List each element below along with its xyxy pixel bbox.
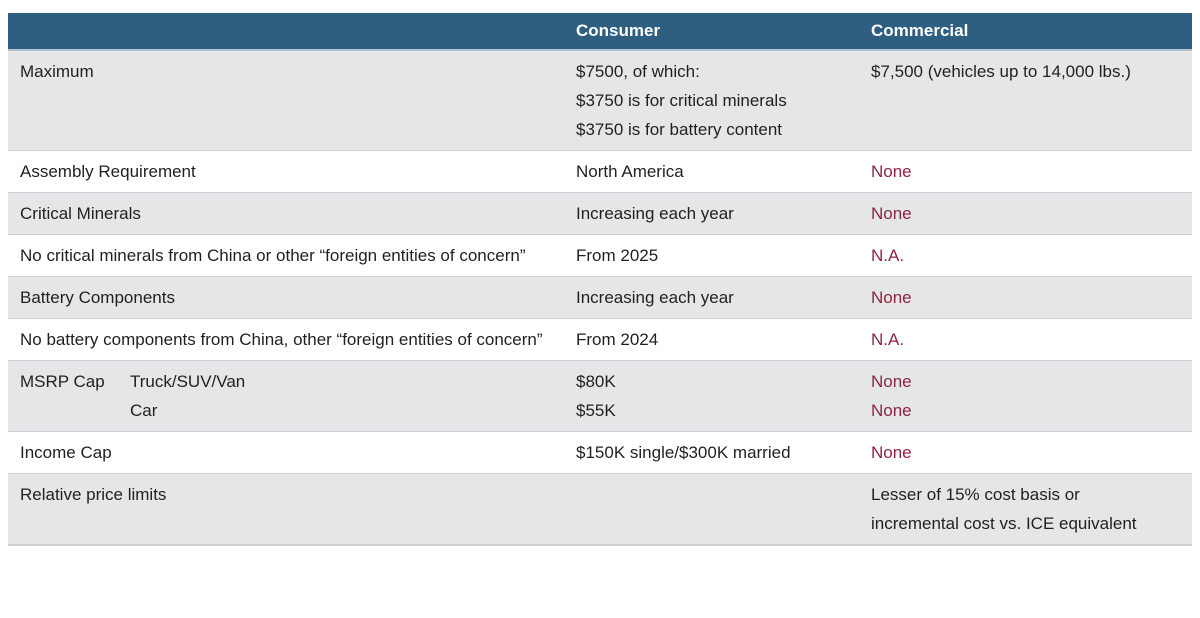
consumer-line: $80K [576,372,616,391]
consumer-line: $150K single/$300K married [576,443,791,462]
criteria-cell: MSRP Cap Truck/SUV/Van Car [8,361,564,431]
table-row: Assembly Requirement North America None [8,150,1192,192]
row-label: Battery Components [20,288,175,307]
row-label: Assembly Requirement [20,162,196,181]
table-row: No critical minerals from China or other… [8,234,1192,276]
commercial-line: None [871,288,912,307]
commercial-cell: N.A. [859,319,1192,360]
table-row: Battery Components Increasing each year … [8,276,1192,318]
consumer-line: Increasing each year [576,288,734,307]
row-label: Income Cap [20,443,112,462]
consumer-cell: Increasing each year [564,193,859,234]
commercial-line: N.A. [871,330,905,349]
criteria-cell: Relative price limits [8,474,564,544]
criteria-cell: Critical Minerals [8,193,564,234]
row-label: MSRP Cap [20,372,105,391]
criteria-cell: Battery Components [8,277,564,318]
commercial-cell: $7,500 (vehicles up to 14,000 lbs.) [859,51,1192,150]
consumer-cell: From 2025 [564,235,859,276]
table-row: No battery components from China, other … [8,318,1192,360]
row-sublabels: Truck/SUV/Van Car [130,367,245,425]
header-consumer-cell: Consumer [576,21,661,40]
row-label-wrap: No critical minerals from China or other… [20,241,552,270]
table-row: Relative price limits Lesser of 15% cost… [8,473,1192,544]
commercial-cell: None [859,277,1192,318]
criteria-cell: Maximum [8,51,564,150]
commercial-line: None [871,443,912,462]
consumer-line: Increasing each year [576,204,734,223]
table-row: Critical Minerals Increasing each year N… [8,192,1192,234]
consumer-line: $55K [576,401,616,420]
row-label: No battery components from China, other … [20,330,543,349]
table-row: MSRP Cap Truck/SUV/Van Car $80K $55K None N… [8,360,1192,431]
commercial-cell: None [859,193,1192,234]
table-row: Maximum $7500, of which: $3750 is for cri… [8,51,1192,150]
consumer-line: North America [576,162,684,181]
consumer-cell: $80K $55K [564,361,859,431]
row-label-wrap: No battery components from China, other … [20,325,552,354]
row-sublabel: Car [130,401,158,420]
consumer-cell: $7500, of which: $3750 is for critical mi… [564,51,859,150]
commercial-line: None [871,162,912,181]
commercial-cell: None None [859,361,1192,431]
consumer-cell: North America [564,151,859,192]
commercial-line: incremental cost vs. ICE equivalent [871,514,1137,533]
comparison-table: Consumer Commercial Maximum $7500, of wh… [8,13,1192,546]
row-label: Maximum [20,62,94,81]
commercial-line: None [871,204,912,223]
criteria-cell: No battery components from China, other … [8,319,564,360]
consumer-line: $3750 is for critical minerals [576,91,787,110]
commercial-cell: N.A. [859,235,1192,276]
row-label-wrap: Relative price limits [20,480,552,509]
commercial-line: None [871,372,912,391]
commercial-line: None [871,401,912,420]
consumer-cell [564,474,859,544]
row-label: No critical minerals from China or other… [20,246,526,265]
commercial-line: $7,500 (vehicles up to 14,000 lbs.) [871,62,1131,81]
criteria-cell: No critical minerals from China or other… [8,235,564,276]
consumer-line: From 2024 [576,330,659,349]
commercial-line: Lesser of 15% cost basis or [871,485,1080,504]
table-body: Maximum $7500, of which: $3750 is for cri… [8,51,1192,544]
row-label: Relative price limits [20,485,167,504]
row-label-wrap: Battery Components [20,283,552,312]
commercial-line: N.A. [871,246,905,265]
header-commercial-cell: Commercial [871,21,969,40]
consumer-cell: Increasing each year [564,277,859,318]
table-row: Income Cap $150K single/$300K married No… [8,431,1192,473]
table-header-row: Consumer Commercial [8,13,1192,51]
commercial-cell: None [859,432,1192,473]
row-sublabel: Truck/SUV/Van [130,372,246,391]
consumer-line: $3750 is for battery content [576,120,783,139]
row-label-wrap: Critical Minerals [20,199,552,228]
criteria-cell: Income Cap [8,432,564,473]
row-label-wrap: MSRP Cap Truck/SUV/Van Car [20,367,552,425]
consumer-cell: $150K single/$300K married [564,432,859,473]
consumer-cell: From 2024 [564,319,859,360]
commercial-cell: Lesser of 15% cost basis or incremental c… [859,474,1192,544]
consumer-line: $7500, of which: [576,62,700,81]
criteria-cell: Assembly Requirement [8,151,564,192]
row-label-wrap: Income Cap [20,438,552,467]
row-label: Critical Minerals [20,204,141,223]
consumer-line: From 2025 [576,246,659,265]
commercial-cell: None [859,151,1192,192]
row-label-wrap: Assembly Requirement [20,157,552,186]
row-label-wrap: Maximum [20,57,552,86]
